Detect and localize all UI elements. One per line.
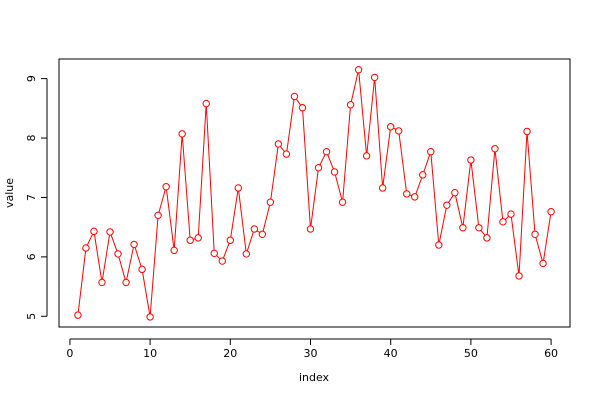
data-point xyxy=(362,152,371,160)
data-point xyxy=(427,148,435,156)
x-axis-label: index xyxy=(299,371,330,384)
data-point xyxy=(539,259,547,268)
data-point xyxy=(419,171,427,179)
data-line xyxy=(77,69,552,317)
data-point xyxy=(370,73,379,82)
data-point xyxy=(234,184,243,192)
y-tick-label: 7 xyxy=(25,194,38,201)
data-point xyxy=(218,257,226,265)
data-point xyxy=(242,250,251,258)
data-point xyxy=(491,145,499,153)
plot-box xyxy=(58,58,571,328)
y-tick-label: 6 xyxy=(25,253,38,260)
data-point xyxy=(106,228,114,236)
data-point xyxy=(378,184,387,192)
data-point xyxy=(467,156,475,164)
data-point xyxy=(90,227,98,236)
data-point xyxy=(306,225,315,233)
data-point xyxy=(386,123,395,131)
data-point xyxy=(114,250,122,258)
data-point xyxy=(338,198,347,206)
data-point xyxy=(354,65,363,74)
data-point xyxy=(202,99,210,108)
data-point xyxy=(523,127,531,136)
data-point xyxy=(443,201,451,209)
data-point xyxy=(547,208,555,216)
data-point xyxy=(507,210,515,218)
data-point xyxy=(475,224,483,232)
data-point xyxy=(290,92,299,101)
data-point xyxy=(515,272,523,280)
x-tick-label: 10 xyxy=(143,347,157,360)
data-point xyxy=(146,313,154,321)
data-point xyxy=(346,101,355,109)
y-axis-label: value xyxy=(3,178,16,208)
data-point xyxy=(98,278,106,287)
data-point xyxy=(266,198,275,206)
data-point xyxy=(435,241,443,249)
data-point xyxy=(258,230,267,238)
data-point xyxy=(282,150,291,158)
data-point xyxy=(531,230,539,238)
x-tick-label: 20 xyxy=(223,347,237,360)
data-point xyxy=(459,224,467,232)
data-point xyxy=(186,236,194,244)
x-tick-label: 50 xyxy=(464,347,478,360)
data-point xyxy=(170,246,178,255)
data-point xyxy=(210,249,218,258)
data-point xyxy=(226,236,234,244)
data-point xyxy=(330,168,339,176)
x-tick-label: 40 xyxy=(384,347,398,360)
data-point xyxy=(314,164,323,172)
data-point xyxy=(194,234,202,242)
x-tick-label: 30 xyxy=(303,347,317,360)
data-point xyxy=(499,218,507,226)
data-point xyxy=(322,148,331,156)
data-point xyxy=(451,189,459,197)
data-point xyxy=(298,104,307,112)
data-point xyxy=(274,140,283,148)
y-tick-label: 9 xyxy=(25,75,38,82)
y-tick-label: 5 xyxy=(25,313,38,320)
data-point xyxy=(483,234,491,242)
data-point xyxy=(403,190,411,198)
x-tick-label: 60 xyxy=(544,347,558,360)
data-point xyxy=(395,127,403,135)
y-tick-label: 8 xyxy=(25,135,38,142)
data-point xyxy=(74,311,82,319)
data-point xyxy=(162,183,170,191)
data-point xyxy=(250,225,259,233)
data-point xyxy=(178,130,186,138)
data-point xyxy=(411,193,419,201)
data-point xyxy=(130,240,138,249)
x-tick-label: 0 xyxy=(66,347,73,360)
data-point xyxy=(154,211,162,219)
data-point xyxy=(138,265,146,274)
data-point xyxy=(122,278,130,287)
data-point xyxy=(82,244,90,252)
